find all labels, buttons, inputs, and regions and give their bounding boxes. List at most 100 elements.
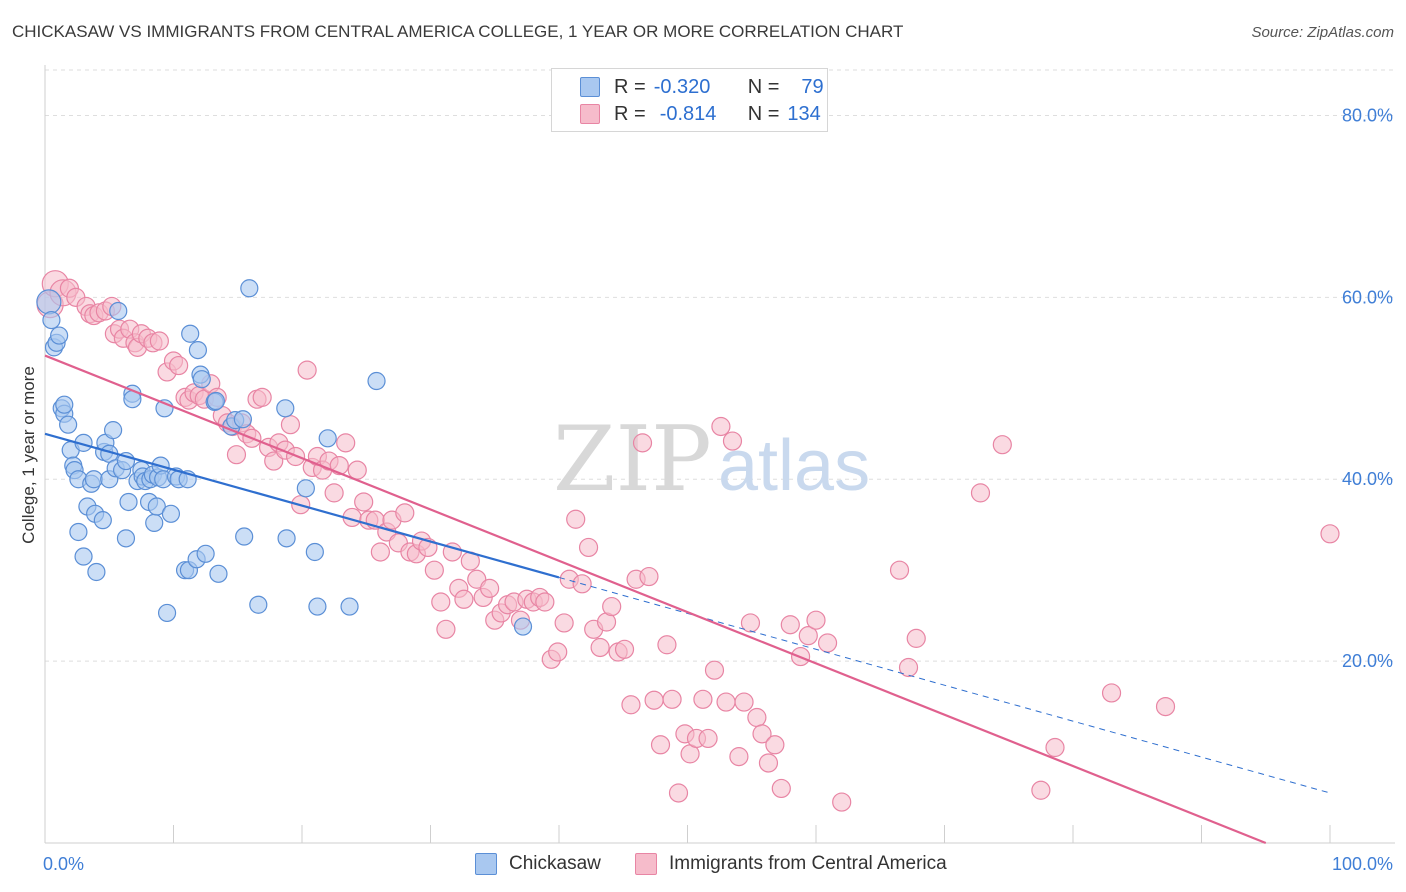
point-ica (740, 613, 761, 633)
point-ica (548, 642, 568, 662)
point-ica (395, 503, 415, 523)
point-ica (747, 707, 767, 728)
point-chickasaw (318, 429, 337, 448)
point-ica (817, 633, 838, 653)
tick-labels: 20.0% 40.0% 60.0% 80.0% 0.0% 100.0% (43, 105, 1393, 874)
bottom-legend-label-ica: Immigrants from Central America (669, 853, 947, 874)
point-ica (832, 792, 852, 812)
point-chickasaw (240, 279, 259, 298)
legend-r-label: R = (614, 75, 646, 98)
point-chickasaw (308, 597, 327, 616)
point-ica (578, 537, 599, 558)
point-ica (668, 783, 689, 803)
point-chickasaw (181, 324, 200, 343)
point-chickasaw (192, 370, 211, 389)
bottom-legend-ica: Immigrants from Central America (635, 850, 947, 878)
trendline-ica (44, 354, 1267, 845)
point-ica (621, 695, 641, 715)
point-chickasaw (188, 340, 208, 360)
point-chickasaw (305, 542, 324, 562)
bottom-legend: Chickasaw Immigrants from Central Americ… (0, 850, 1406, 880)
point-ica (752, 724, 772, 744)
y-tick-label: 80.0% (1342, 105, 1393, 125)
series-immigrants-central-america (36, 270, 1340, 812)
point-chickasaw (209, 564, 228, 583)
x-tick-label: 100.0% (1332, 854, 1393, 874)
point-chickasaw (249, 595, 268, 614)
point-ica (711, 416, 731, 437)
point-chickasaw (104, 421, 123, 440)
point-ica (806, 610, 826, 630)
point-ica (590, 637, 610, 658)
legend-r-value-ica: -0.814 (659, 102, 717, 125)
legend-n-label: N = (747, 102, 780, 125)
point-ica (704, 660, 725, 680)
point-chickasaw (50, 326, 69, 345)
point-ica (765, 735, 785, 755)
chart-title: CHICKASAW VS IMMIGRANTS FROM CENTRAL AME… (12, 22, 904, 41)
watermark-atlas-text: atlas (718, 426, 870, 506)
point-chickasaw (340, 597, 359, 616)
point-chickasaw (196, 544, 215, 563)
y-tick-label: 20.0% (1342, 651, 1393, 671)
point-ica (970, 483, 991, 503)
point-chickasaw (74, 547, 93, 566)
watermark: ZIP atlas (553, 407, 870, 512)
watermark-zip-text: ZIP (553, 407, 712, 512)
point-chickasaw (116, 529, 136, 548)
point-ica (370, 542, 390, 562)
point-chickasaw (296, 479, 315, 498)
point-ica (535, 592, 555, 612)
point-ica (480, 578, 500, 598)
point-ica (780, 615, 800, 635)
point-chickasaw (277, 529, 296, 548)
point-ica (436, 619, 456, 639)
point-ica (297, 360, 317, 380)
point-ica (566, 509, 586, 529)
point-chickasaw (69, 522, 88, 542)
point-ica (639, 566, 659, 587)
point-ica (324, 483, 344, 503)
legend-r-value-chickasaw: -0.320 (653, 75, 711, 98)
y-tick-label: 60.0% (1342, 287, 1393, 307)
point-ica (454, 589, 474, 609)
bottom-legend-chickasaw: Chickasaw (475, 850, 601, 878)
point-chickasaw (36, 289, 62, 315)
legend-r-label: R = (614, 102, 646, 125)
series-chickasaw (36, 279, 533, 636)
trendline-chickasaw (44, 432, 560, 579)
point-chickasaw (161, 504, 181, 523)
point-chickasaw (93, 511, 112, 530)
point-ica (657, 635, 677, 655)
point-ica (734, 692, 754, 712)
point-ica (1031, 780, 1051, 800)
point-chickasaw (145, 513, 164, 532)
x-tick-label: 0.0% (43, 854, 84, 874)
point-ica (758, 753, 779, 773)
point-ica (992, 435, 1012, 455)
point-chickasaw (59, 415, 78, 434)
point-ica (722, 431, 743, 451)
point-chickasaw (42, 310, 61, 330)
legend: R = -0.320 N = 79 R = -0.814 N = 134 (551, 68, 828, 132)
legend-row-ica: R = -0.814 N = 134 (552, 101, 821, 127)
legend-row-chickasaw: R = -0.320 N = 79 (552, 74, 824, 100)
point-ica (644, 690, 664, 710)
bottom-legend-swatch-ica (635, 853, 657, 875)
point-chickasaw (147, 497, 166, 516)
point-ica (889, 560, 910, 580)
point-ica (602, 596, 622, 617)
point-ica (798, 626, 818, 646)
point-ica (226, 445, 247, 465)
axes (44, 65, 1395, 844)
point-ica (424, 560, 444, 580)
point-chickasaw (157, 603, 177, 623)
point-ica (771, 778, 791, 799)
point-ica (354, 492, 374, 512)
point-ica (252, 387, 272, 407)
y-tick-label: 40.0% (1342, 469, 1393, 489)
point-ica (650, 735, 671, 755)
point-ica (169, 355, 189, 376)
legend-n-value-ica: 134 (787, 102, 821, 125)
